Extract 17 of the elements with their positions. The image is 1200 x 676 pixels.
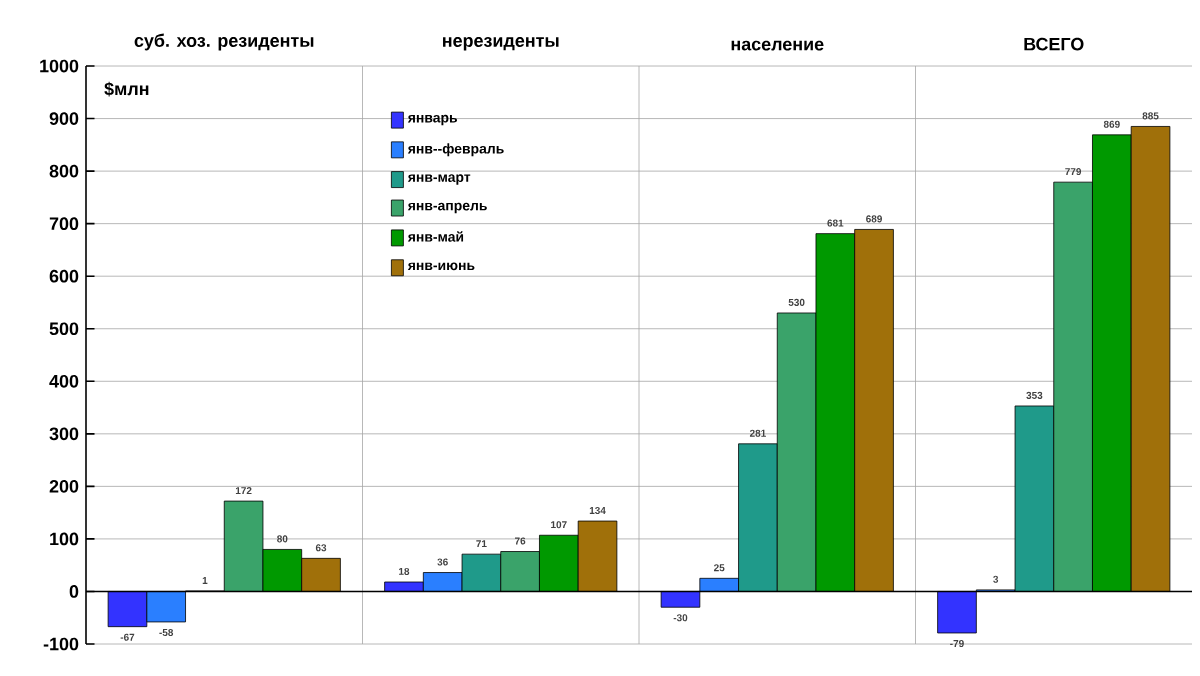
y-tick-label: 500: [49, 322, 79, 336]
y-tick-label: 100: [50, 532, 79, 546]
x-tick-label: суб. хоз. резиденты: [134, 33, 314, 51]
y-tick-label: 600: [49, 269, 79, 283]
y-tick-label: 0: [69, 585, 79, 598]
y-tick-label: 1000: [40, 59, 79, 73]
y-tick-label: 300: [49, 427, 79, 441]
x-tick-label: нерезиденты: [443, 37, 559, 51]
y-tick-label: 700: [49, 217, 79, 231]
x-tick-label: население: [731, 40, 824, 51]
y-tick-label: -100: [43, 637, 79, 651]
y-tick-label: 200: [49, 480, 79, 493]
y-tick-label: 800: [49, 164, 79, 178]
y-tick-label: 900: [49, 112, 79, 125]
y-axis-title: $млн: [104, 81, 149, 97]
x-tick-label: ВСЕГО: [1024, 37, 1084, 51]
y-tick-label: 400: [49, 374, 79, 388]
